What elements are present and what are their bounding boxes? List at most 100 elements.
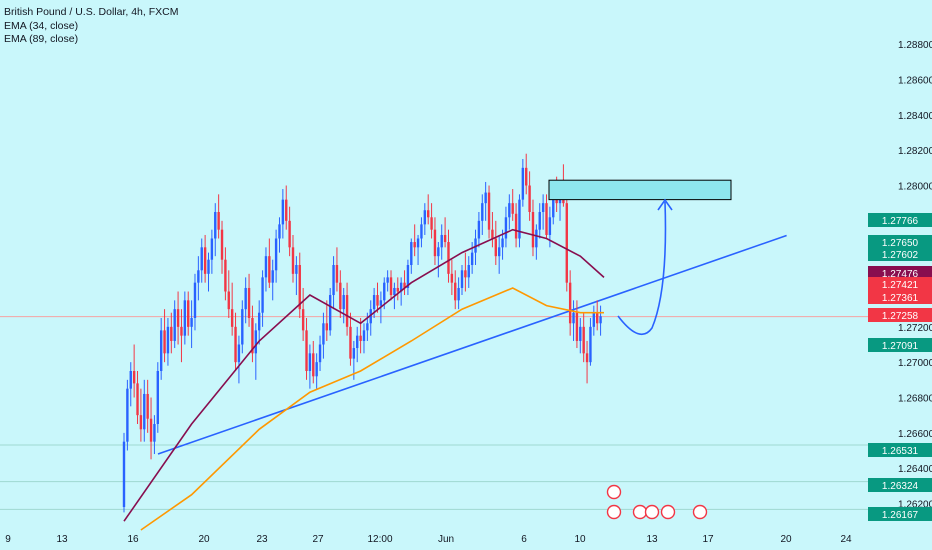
candle-body[interactable]	[254, 330, 258, 354]
candle-body[interactable]	[349, 326, 352, 359]
candle-body[interactable]	[359, 335, 362, 341]
candle-body[interactable]	[484, 192, 487, 204]
candle-body[interactable]	[298, 265, 301, 310]
us-flag-event-icon[interactable]	[606, 504, 622, 520]
candle-body[interactable]	[545, 203, 548, 235]
ema34-legend[interactable]: EMA (34, close)	[4, 19, 79, 32]
candle-body[interactable]	[190, 318, 193, 327]
candle-body[interactable]	[393, 287, 396, 296]
candle-body[interactable]	[494, 238, 497, 257]
candle-body[interactable]	[518, 199, 521, 239]
candle-body[interactable]	[585, 353, 589, 363]
candle-body[interactable]	[352, 348, 356, 359]
candle-body[interactable]	[521, 167, 525, 200]
us-flag-event-icon[interactable]	[692, 504, 708, 520]
candle-body[interactable]	[386, 277, 389, 283]
candle-body[interactable]	[308, 353, 312, 371]
candle-body[interactable]	[305, 330, 308, 371]
candle-body[interactable]	[433, 229, 437, 257]
candle-body[interactable]	[271, 270, 274, 283]
ema89-legend[interactable]: EMA (89, close)	[4, 33, 79, 45]
candle-body[interactable]	[440, 234, 443, 248]
candle-body[interactable]	[582, 326, 585, 354]
candle-body[interactable]	[136, 383, 139, 416]
candle-body[interactable]	[214, 212, 217, 239]
candle-body[interactable]	[379, 300, 383, 306]
candle-body[interactable]	[149, 418, 153, 442]
candle-body[interactable]	[460, 270, 464, 288]
candle-body[interactable]	[531, 212, 535, 248]
candle-body[interactable]	[541, 203, 545, 212]
candle-body[interactable]	[325, 323, 328, 331]
candle-body[interactable]	[210, 238, 214, 260]
candle-body[interactable]	[220, 229, 224, 260]
candle-body[interactable]	[301, 309, 305, 331]
candle-body[interactable]	[450, 273, 454, 283]
candle-body[interactable]	[447, 242, 450, 274]
candle-body[interactable]	[575, 312, 579, 341]
candle-body[interactable]	[200, 247, 203, 271]
candle-body[interactable]	[470, 252, 474, 265]
candle-body[interactable]	[413, 242, 416, 248]
candle-body[interactable]	[342, 295, 345, 310]
candle-body[interactable]	[230, 309, 234, 327]
candle-body[interactable]	[170, 326, 173, 341]
candle-body[interactable]	[217, 212, 220, 230]
candle-body[interactable]	[234, 326, 237, 363]
candle-body[interactable]	[487, 192, 491, 230]
candle-body[interactable]	[572, 312, 575, 324]
candle-body[interactable]	[207, 259, 210, 274]
lightning-event-icon[interactable]	[606, 484, 622, 500]
candle-body[interactable]	[399, 282, 403, 292]
price-label-badge[interactable]	[868, 290, 932, 304]
candle-body[interactable]	[163, 330, 166, 354]
projection-arrow[interactable]	[617, 201, 667, 336]
candle-body[interactable]	[159, 330, 163, 371]
candle-body[interactable]	[525, 167, 528, 186]
candle-body[interactable]	[552, 194, 555, 218]
candle-body[interactable]	[203, 247, 207, 274]
price-label-badge[interactable]	[868, 507, 932, 521]
candle-body[interactable]	[443, 234, 447, 243]
candle-body[interactable]	[126, 388, 129, 442]
candle-body[interactable]	[143, 393, 146, 430]
candle-body[interactable]	[187, 300, 190, 327]
price-label-badge[interactable]	[868, 266, 932, 280]
candle-body[interactable]	[403, 282, 406, 288]
candle-body[interactable]	[156, 371, 159, 424]
candle-body[interactable]	[285, 199, 288, 221]
candle-body[interactable]	[180, 326, 183, 336]
candle-body[interactable]	[153, 424, 156, 442]
candle-body[interactable]	[430, 217, 433, 230]
candle-body[interactable]	[122, 441, 126, 508]
candle-body[interactable]	[389, 277, 393, 296]
candle-body[interactable]	[183, 300, 187, 336]
candle-body[interactable]	[332, 265, 335, 296]
candle-body[interactable]	[491, 229, 494, 239]
candle-body[interactable]	[197, 270, 200, 283]
price-label-badge[interactable]	[868, 308, 932, 322]
candle-body[interactable]	[548, 217, 552, 235]
candle-body[interactable]	[146, 393, 149, 419]
candle-body[interactable]	[592, 312, 596, 327]
candle-body[interactable]	[562, 199, 565, 204]
candle-body[interactable]	[477, 220, 481, 239]
candle-body[interactable]	[416, 238, 420, 248]
candle-body[interactable]	[356, 335, 359, 349]
candle-body[interactable]	[369, 309, 372, 324]
candle-body[interactable]	[288, 220, 291, 248]
price-label-badge[interactable]	[868, 235, 932, 249]
us-flag-event-icon[interactable]	[660, 504, 676, 520]
candle-body[interactable]	[457, 287, 460, 301]
candle-body[interactable]	[339, 282, 342, 310]
candle-body[interactable]	[247, 287, 251, 318]
candle-body[interactable]	[166, 326, 170, 354]
candle-body[interactable]	[410, 242, 413, 265]
candle-body[interactable]	[423, 210, 427, 225]
candle-body[interactable]	[129, 371, 132, 389]
price-label-badge[interactable]	[868, 213, 932, 227]
candle-body[interactable]	[312, 353, 315, 377]
candle-body[interactable]	[322, 323, 325, 345]
candle-body[interactable]	[589, 326, 592, 363]
candle-body[interactable]	[281, 199, 285, 225]
